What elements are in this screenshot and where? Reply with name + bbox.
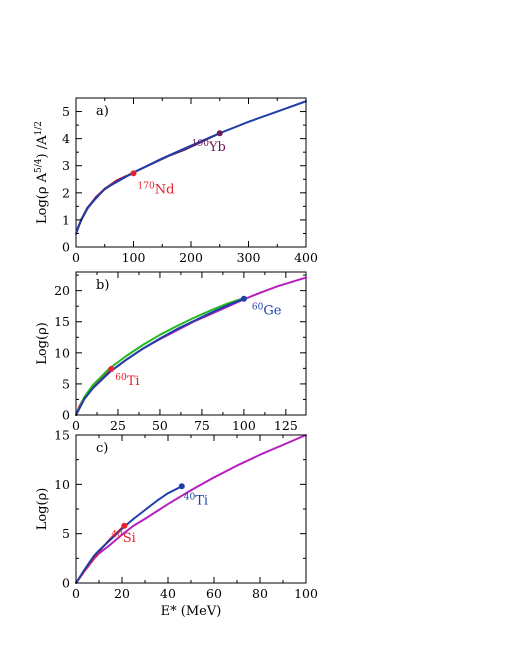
plot-frame <box>75 434 307 584</box>
y-tick-label: 5 <box>62 376 70 391</box>
x-tick-label: 80 <box>252 586 268 601</box>
y-tick-label: 15 <box>54 428 70 443</box>
nucleus-element: Ti <box>127 374 140 389</box>
nucleus-mass-number: 170 <box>138 181 155 191</box>
y-axis-label: Log(ρ A5/4) /A1/2 <box>34 121 50 224</box>
y-axis-label-part: Log(ρ A <box>35 172 50 224</box>
y-axis-label-superscript: 1/2 <box>34 121 44 135</box>
panel-label: b) <box>96 278 109 293</box>
nucleus-element: Ge <box>263 304 281 319</box>
x-tick-label: 75 <box>194 418 210 433</box>
x-tick-label: 100 <box>232 418 256 433</box>
x-tick-label: 300 <box>237 250 261 265</box>
nucleus-mass-number: 40 <box>111 530 123 540</box>
y-axis-label: Log(ρ) <box>35 322 50 365</box>
y-tick-label: 10 <box>54 477 70 492</box>
y-tick-label: 0 <box>62 408 70 423</box>
x-tick-label: 100 <box>122 250 146 265</box>
y-tick-label: 4 <box>62 131 70 146</box>
x-tick-label: 40 <box>160 586 176 601</box>
nucleus-element: Si <box>123 531 136 546</box>
nucleus-mass-number: 190 <box>192 139 209 149</box>
nucleus-mass-number: 60 <box>252 303 264 313</box>
y-tick-label: 1 <box>62 212 70 227</box>
y-axis-label: Log(ρ) <box>35 488 50 531</box>
data-point-marker <box>130 170 137 177</box>
data-point-marker <box>216 130 223 137</box>
y-axis-label-superscript: 5/4 <box>34 158 44 173</box>
panel-label: a) <box>96 104 109 119</box>
x-tick-label: 50 <box>152 418 168 433</box>
x-tick-label: 100 <box>294 586 318 601</box>
y-tick-label: 0 <box>62 240 70 255</box>
y-tick-label: 15 <box>54 314 70 329</box>
y-tick-label: 10 <box>54 345 70 360</box>
x-tick-label: 0 <box>72 586 80 601</box>
nucleus-label: 40Si <box>111 530 136 546</box>
y-tick-label: 5 <box>62 104 70 119</box>
x-tick-label: 60 <box>206 586 222 601</box>
y-axis-label-part: ) /A <box>35 135 50 159</box>
series-line-3 <box>75 485 183 584</box>
x-axis-label: E* (MeV) <box>161 604 222 619</box>
series-line-3 <box>75 297 245 416</box>
x-tick-label: 20 <box>114 586 130 601</box>
x-tick-label: 125 <box>274 418 298 433</box>
y-tick-label: 20 <box>54 283 70 298</box>
series-line-1 <box>75 276 307 416</box>
nucleus-label: 40Ti <box>184 492 208 508</box>
series-line-4 <box>75 297 245 416</box>
data-point-marker <box>240 295 247 302</box>
nucleus-label: 170Nd <box>138 181 175 197</box>
nucleus-mass-number: 40 <box>184 492 196 502</box>
x-tick-label: 0 <box>72 250 80 265</box>
x-tick-label: 25 <box>110 418 126 433</box>
x-tick-label: 400 <box>294 250 318 265</box>
panel-1: 0 100 200 300 400 0 1 2 3 4 5 a) Log(ρ A5/4) /A1/2 17… <box>34 97 318 265</box>
data-point-marker <box>121 522 128 529</box>
y-axis-label-part: Log(ρ) <box>35 488 50 531</box>
y-tick-label: 3 <box>62 158 70 173</box>
panel-label: c) <box>96 441 108 456</box>
y-tick-label: 0 <box>62 576 70 591</box>
data-point-marker <box>178 483 185 490</box>
nucleus-element: Nd <box>155 182 175 197</box>
plot-frame <box>75 271 307 416</box>
y-tick-label: 2 <box>62 185 70 200</box>
y-axis-label-part: Log(ρ) <box>35 322 50 365</box>
series-line-1 <box>75 434 307 584</box>
nucleus-element: Yb <box>208 140 226 155</box>
nucleus-mass-number: 60 <box>115 373 127 383</box>
nucleus-element: Ti <box>195 493 208 508</box>
x-tick-label: 0 <box>72 418 80 433</box>
nucleus-label: 60Ge <box>252 303 282 319</box>
nucleus-label: 60Ti <box>115 373 139 389</box>
plot-frame <box>75 97 307 248</box>
nucleus-label: 190Yb <box>192 139 226 155</box>
x-tick-label: 200 <box>179 250 203 265</box>
series-line-3 <box>75 100 307 235</box>
series-line-1 <box>75 172 135 235</box>
y-tick-label: 5 <box>62 526 70 541</box>
data-point-marker <box>108 365 115 372</box>
